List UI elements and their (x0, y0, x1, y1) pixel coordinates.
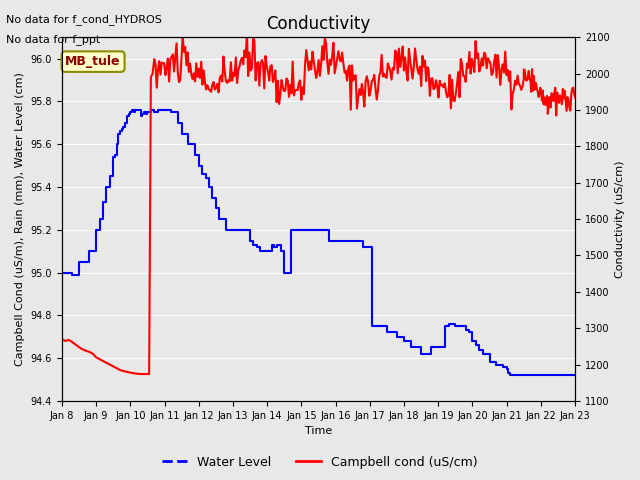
Y-axis label: Conductivity (uS/cm): Conductivity (uS/cm) (615, 160, 625, 278)
Water Level (462, 327, 470, 333)
Water Level (113, 142, 120, 147)
Campbell cond (uS/cm) (486, 60, 494, 66)
Water Level (123, 114, 131, 120)
Text: MB_tule: MB_tule (65, 55, 121, 68)
Campbell cond (uS/cm) (511, 78, 519, 84)
Campbell cond (uS/cm) (572, 95, 579, 100)
Water Level (493, 362, 500, 368)
Campbell cond (uS/cm) (172, 55, 179, 60)
Campbell cond (uS/cm) (58, 336, 66, 342)
Water Level (58, 270, 66, 276)
Campbell cond (uS/cm) (243, 30, 251, 36)
Water Level (128, 107, 136, 113)
Water Level (506, 372, 514, 378)
Line: Water Level: Water Level (62, 110, 575, 375)
Water Level (253, 244, 260, 250)
Text: No data for f_cond_HYDROS: No data for f_cond_HYDROS (6, 14, 163, 25)
Water Level (572, 372, 579, 378)
Campbell cond (uS/cm) (137, 371, 145, 377)
Campbell cond (uS/cm) (457, 56, 465, 62)
Water Level (503, 366, 511, 372)
Campbell cond (uS/cm) (476, 69, 483, 74)
Campbell cond (uS/cm) (438, 83, 446, 88)
X-axis label: Time: Time (305, 426, 332, 436)
Legend: Water Level, Campbell cond (uS/cm): Water Level, Campbell cond (uS/cm) (157, 451, 483, 474)
Line: Campbell cond (uS/cm): Campbell cond (uS/cm) (62, 33, 575, 374)
Title: Conductivity: Conductivity (266, 15, 371, 33)
Text: No data for f_ppt: No data for f_ppt (6, 34, 100, 45)
Y-axis label: Campbell Cond (uS/m), Rain (mm), Water Level (cm): Campbell Cond (uS/m), Rain (mm), Water L… (15, 72, 25, 366)
